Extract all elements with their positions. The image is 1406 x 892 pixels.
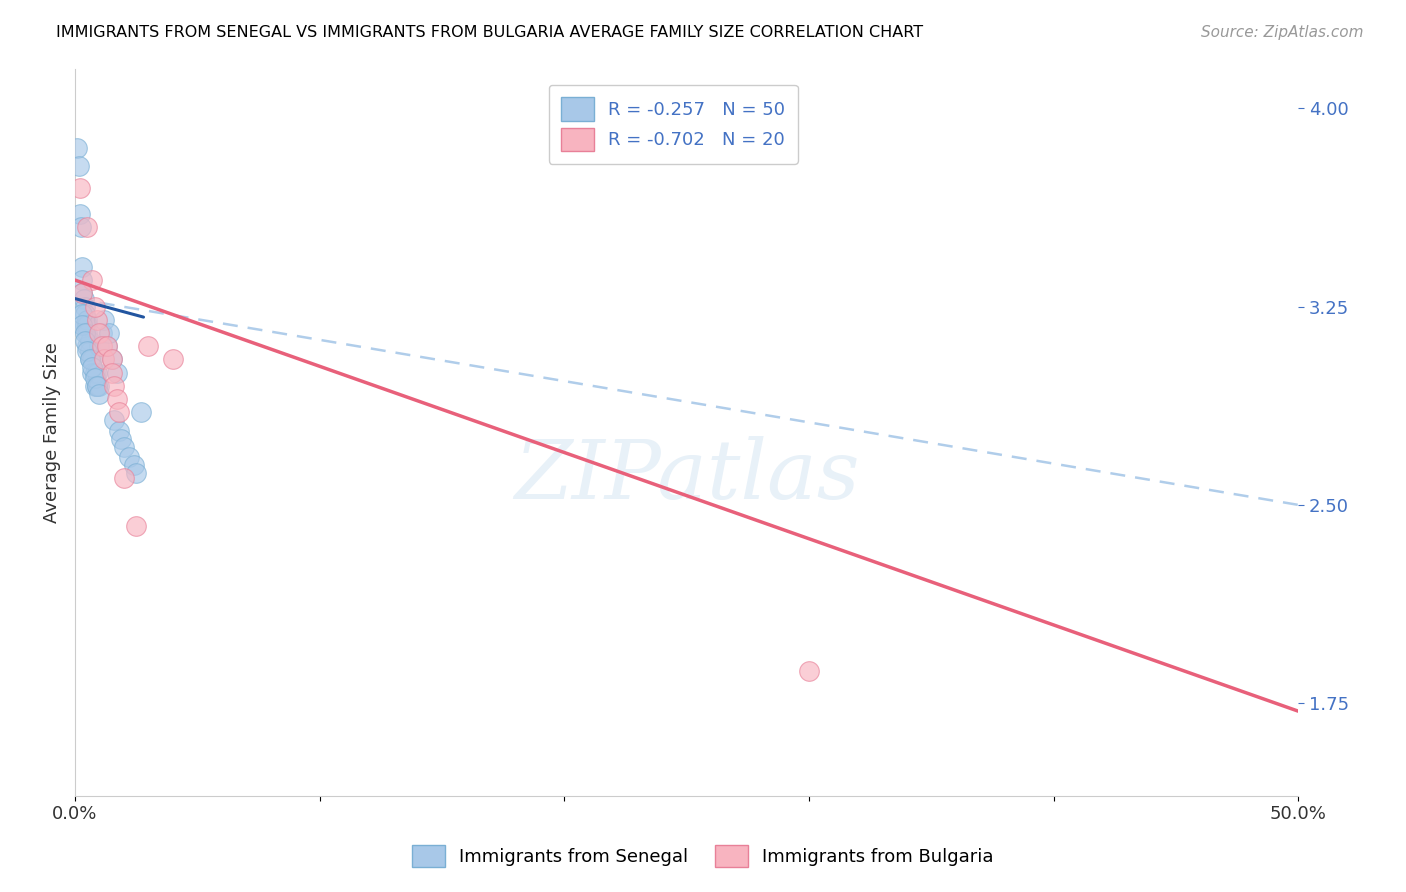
Point [79,334,101,348]
Point [138,339,160,353]
Text: IMMIGRANTS FROM SENEGAL VS IMMIGRANTS FROM BULGARIA AVERAGE FAMILY SIZE CORRELAT: IMMIGRANTS FROM SENEGAL VS IMMIGRANTS FR… [56,25,924,40]
Point [82,352,104,367]
Point [100,366,122,380]
Point [82,366,104,380]
Point [100,352,122,367]
Point [72,260,94,274]
Point [86,379,108,393]
Point [69,207,91,221]
Point [73,300,96,314]
Point [86,312,108,326]
Point [73,334,96,348]
Point [76,339,98,353]
Point [118,450,141,465]
Point [90,326,112,340]
Point [89,379,111,393]
Point [96,339,118,353]
Point [79,344,101,359]
Point [73,326,96,340]
Point [72,318,94,332]
Point [797,665,820,679]
Point [112,471,135,485]
Point [82,360,104,375]
Point [162,352,184,367]
Point [96,339,118,353]
Point [76,220,98,235]
Point [93,352,115,367]
Point [83,379,105,393]
Point [76,318,98,332]
Point [129,405,152,419]
Point [83,371,105,385]
Point [125,466,148,480]
Point [125,519,148,533]
Point [72,286,94,301]
Point [122,458,145,473]
Point [89,386,111,401]
Point [105,366,128,380]
Point [108,424,131,438]
Legend: R = -0.257   N = 50, R = -0.702   N = 20: R = -0.257 N = 50, R = -0.702 N = 20 [548,85,799,164]
Point [100,352,122,367]
Point [83,366,105,380]
Y-axis label: Average Family Size: Average Family Size [44,342,60,523]
Point [73,318,96,332]
Point [90,339,112,353]
Point [72,273,94,287]
Point [89,326,111,340]
Point [112,440,135,454]
Point [79,352,101,367]
Point [76,344,98,359]
Point [82,273,104,287]
Point [69,180,91,194]
Point [83,300,105,314]
Point [86,366,108,380]
Point [105,392,128,406]
Text: ZIPatlas: ZIPatlas [513,436,859,516]
Point [103,379,125,393]
Point [110,432,132,446]
Point [70,220,93,235]
Point [67,160,90,174]
Point [93,312,115,326]
Point [72,286,94,301]
Point [76,312,98,326]
Point [103,413,125,427]
Point [72,292,94,306]
Point [73,308,96,322]
Point [72,308,94,322]
Point [98,326,121,340]
Point [66,141,89,155]
Point [86,379,108,393]
Point [76,326,98,340]
Text: Source: ZipAtlas.com: Source: ZipAtlas.com [1201,25,1364,40]
Point [89,339,111,353]
Point [79,352,101,367]
Point [108,405,131,419]
Legend: Immigrants from Senegal, Immigrants from Bulgaria: Immigrants from Senegal, Immigrants from… [405,838,1001,874]
